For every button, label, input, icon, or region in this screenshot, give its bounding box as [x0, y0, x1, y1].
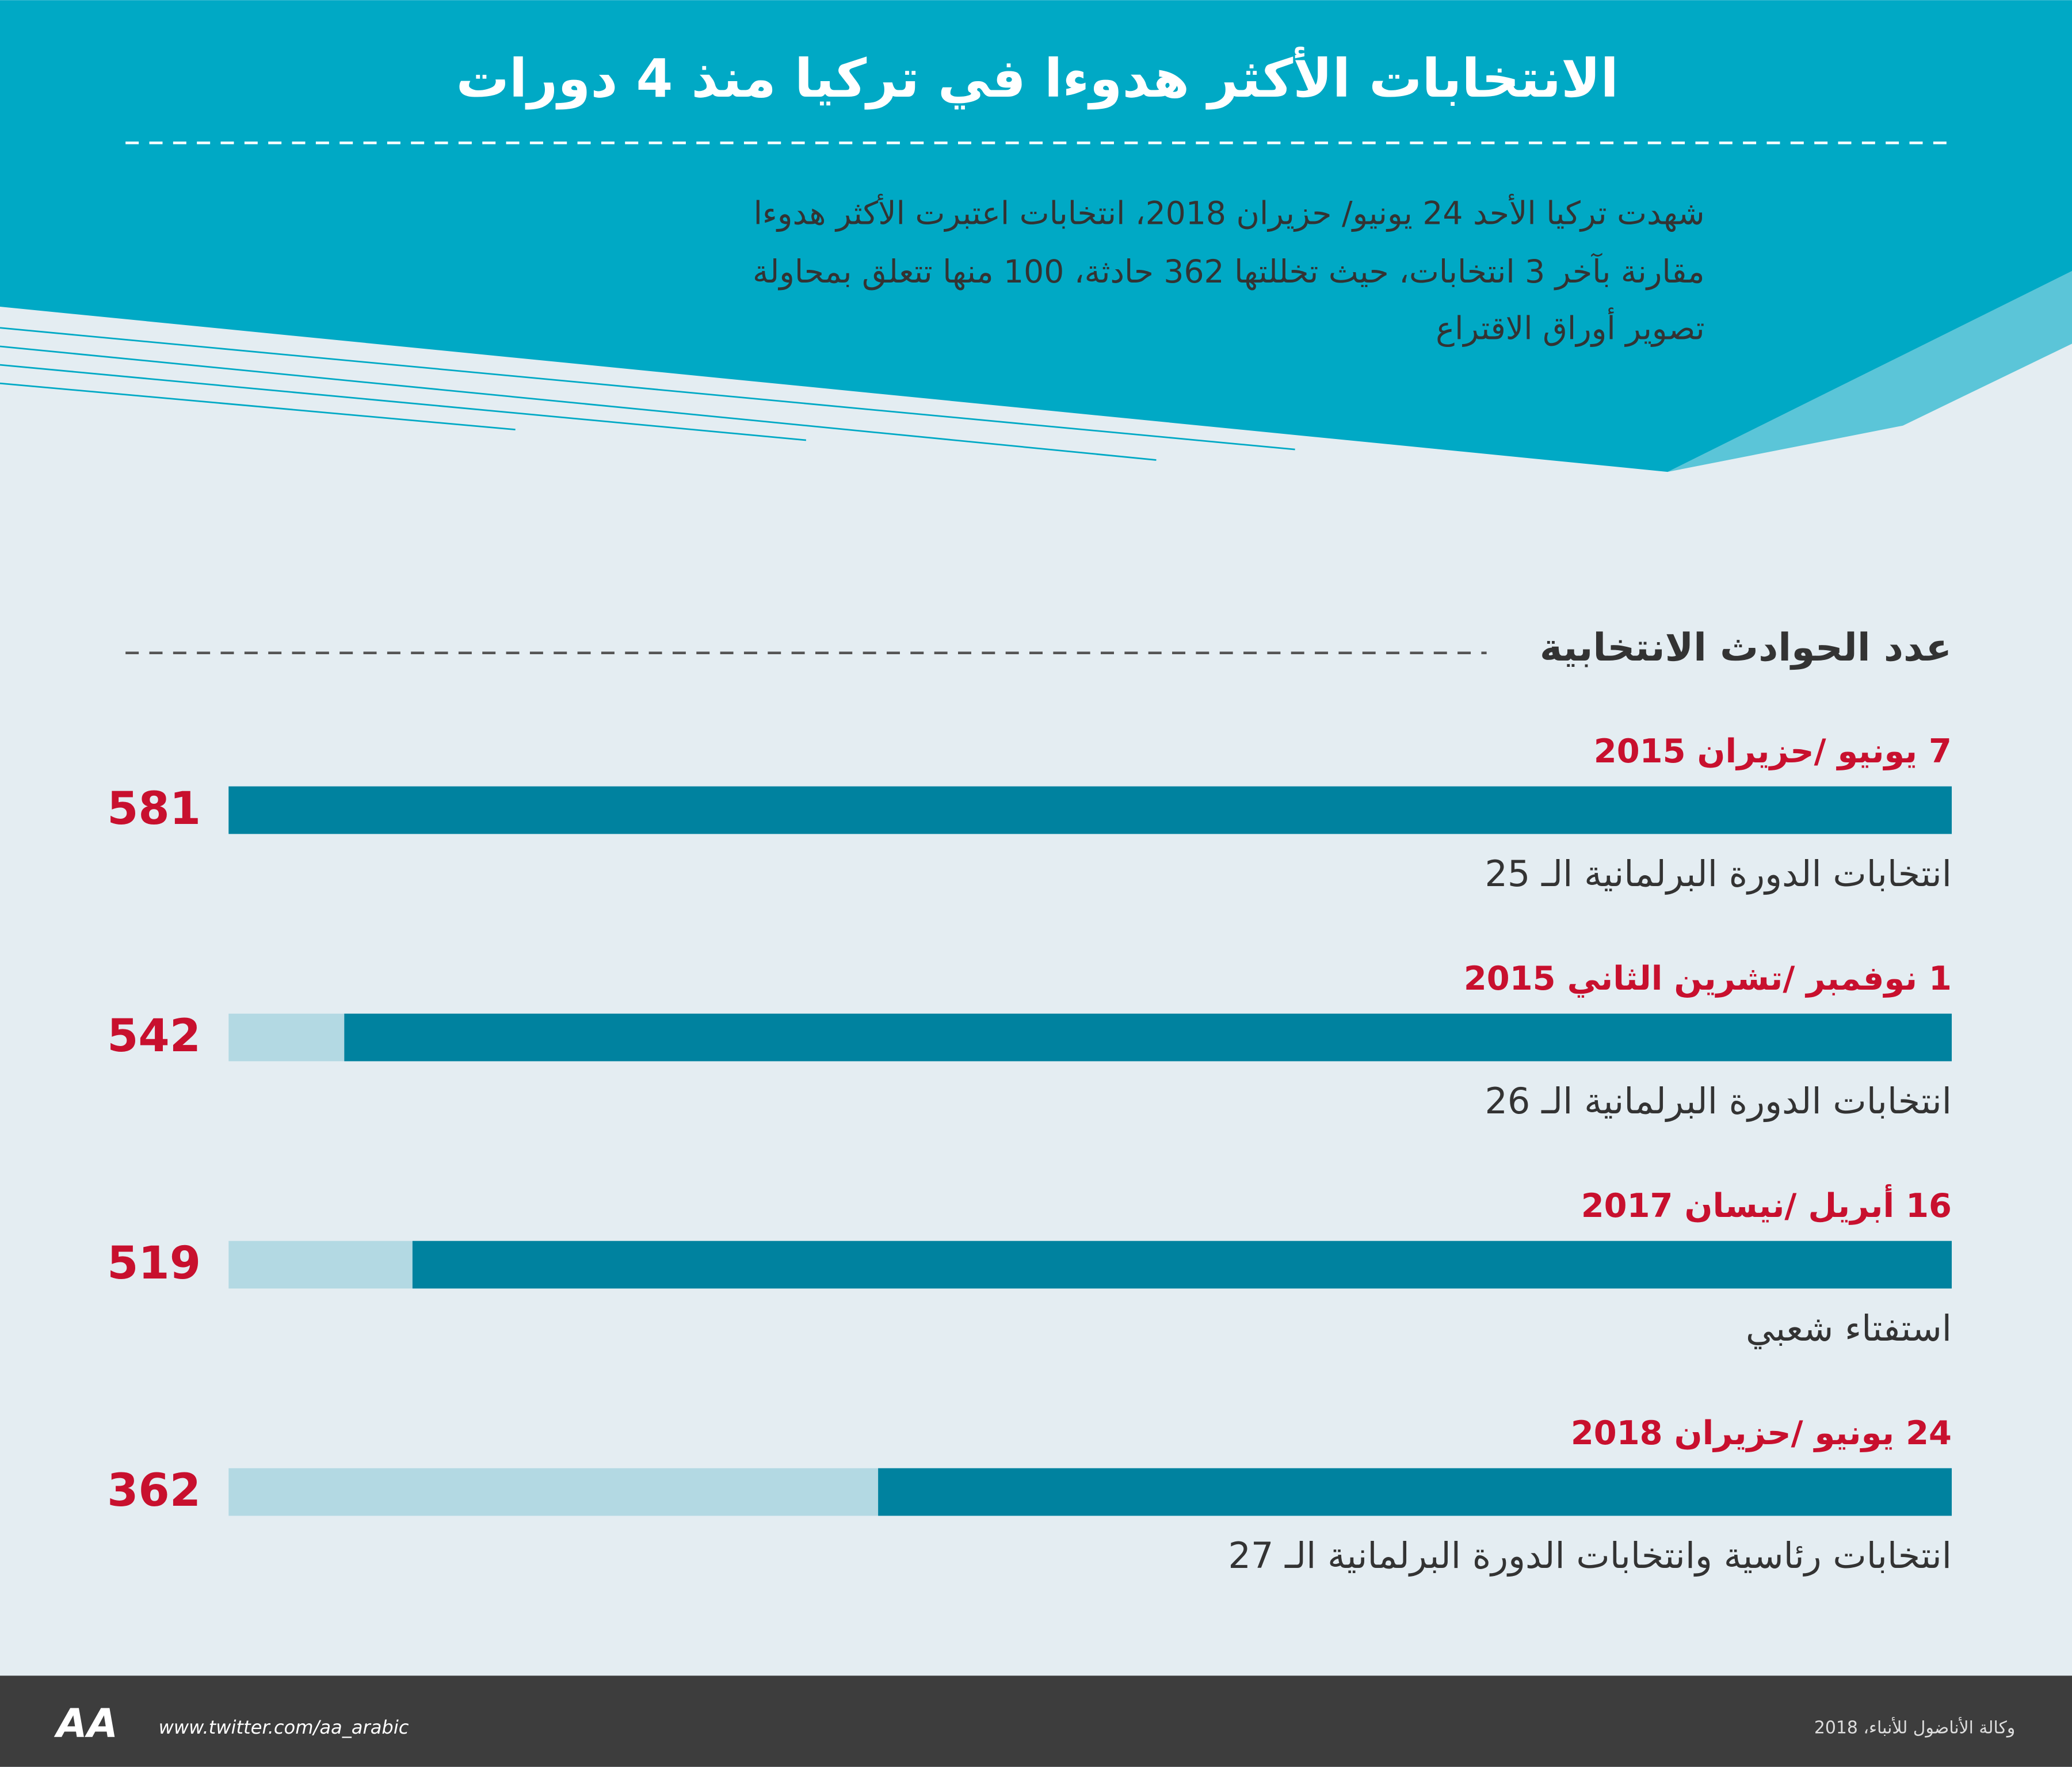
category-label: 16 أبريل /نيسان 2017	[1581, 1184, 1952, 1225]
footer-credit: وكالة الأناضول للأنباء، 2018	[1814, 1716, 2015, 1738]
value-label: 581	[107, 783, 201, 835]
axis-label: عدد الحوادث الانتخابية	[1540, 625, 1952, 670]
header-band	[0, 0, 2072, 472]
category-label: 1 نوفمبر /تشرين الثاني 2015	[1464, 959, 1952, 998]
chart-title: الانتخابات الأكثر هدوءا في تركيا منذ 4 د…	[456, 47, 1619, 110]
category-label: 7 يونيو /حزيران 2015	[1594, 732, 1952, 770]
bar	[228, 786, 1952, 834]
footer	[0, 1676, 2072, 1767]
bar-description: استفتاء شعبي	[1746, 1307, 1952, 1349]
bar-description: انتخابات الدورة البرلمانية الـ 26	[1485, 1080, 1952, 1122]
bar	[878, 1468, 1952, 1516]
category-label: 24 يونيو /حزيران 2018	[1571, 1414, 1952, 1452]
value-label: 362	[107, 1465, 201, 1517]
subtitle: تصوير أوراق الاقتراع	[1436, 308, 1704, 348]
subtitle: مقارنة بآخر 3 انتخابات، حيث تخللتها 362 …	[753, 253, 1705, 291]
bar	[412, 1241, 1952, 1289]
bar-description: انتخابات الدورة البرلمانية الـ 25	[1485, 853, 1952, 895]
bar-description: انتخابات رئاسية وانتخابات الدورة البرلما…	[1228, 1535, 1952, 1577]
logo: AA	[54, 1701, 118, 1747]
value-label: 542	[107, 1010, 201, 1062]
footer-url: www.twitter.com/aa_arabic	[159, 1716, 409, 1738]
decor-lines	[0, 327, 1295, 461]
subtitle: شهدت تركيا الأحد 24 يونيو/ حزيران 2018، …	[754, 194, 1705, 232]
bar	[344, 1013, 1952, 1062]
value-label: 519	[107, 1238, 201, 1289]
